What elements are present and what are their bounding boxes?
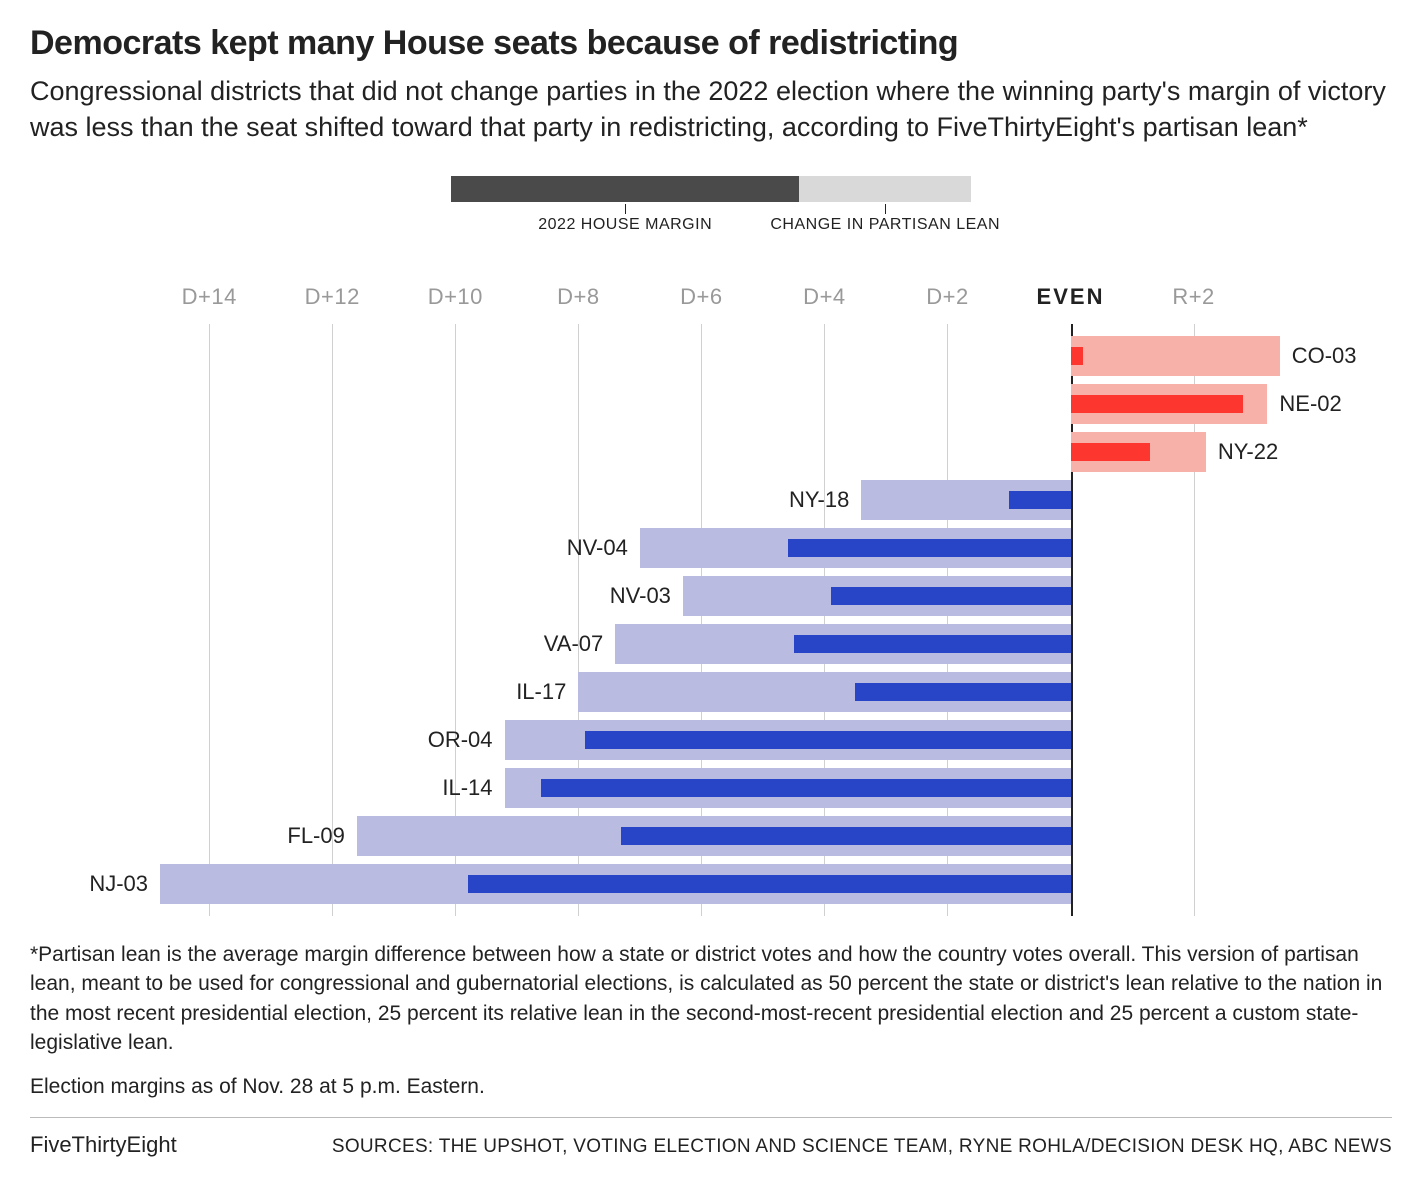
- legend-label-dark: 2022 HOUSE MARGIN: [538, 216, 712, 234]
- row-label: IL-17: [516, 679, 566, 705]
- row-label: NY-18: [789, 487, 849, 513]
- chart-title: Democrats kept many House seats because …: [30, 24, 1392, 63]
- bar-house-margin: [1071, 347, 1083, 365]
- axis-tick-label: D+6: [680, 284, 722, 310]
- bar-house-margin: [855, 683, 1070, 701]
- row-label: NE-02: [1279, 391, 1341, 417]
- legend: 2022 HOUSE MARGIN CHANGE IN PARTISAN LEA…: [30, 176, 1392, 244]
- row-label: NJ-03: [89, 871, 148, 897]
- axis-tick-label: EVEN: [1037, 284, 1105, 310]
- bar-house-margin: [788, 539, 1071, 557]
- row-label: FL-09: [287, 823, 344, 849]
- row-label: NY-22: [1218, 439, 1278, 465]
- bar-house-margin: [468, 875, 1071, 893]
- axis-tick-label: D+12: [305, 284, 360, 310]
- chart-row: OR-04: [160, 720, 1292, 760]
- chart-row: NY-18: [160, 480, 1292, 520]
- axis-tick-label: R+2: [1172, 284, 1214, 310]
- row-label: NV-03: [610, 583, 671, 609]
- chart-row: VA-07: [160, 624, 1292, 664]
- legend-label-light: CHANGE IN PARTISAN LEAN: [770, 216, 1000, 234]
- chart-row: FL-09: [160, 816, 1292, 856]
- bar-house-margin: [794, 635, 1071, 653]
- chart-row: CO-03: [160, 336, 1292, 376]
- chart-row: NV-04: [160, 528, 1292, 568]
- axis-tick-label: D+8: [557, 284, 599, 310]
- bar-house-margin: [621, 827, 1070, 845]
- bar-house-margin: [1071, 443, 1151, 461]
- axis-tick-label: D+14: [182, 284, 237, 310]
- legend-tick-dark: [625, 204, 626, 214]
- chart-row: NJ-03: [160, 864, 1292, 904]
- row-label: VA-07: [544, 631, 604, 657]
- chart-footnote: *Partisan lean is the average margin dif…: [30, 940, 1392, 1058]
- chart-row: IL-17: [160, 672, 1292, 712]
- bar-house-margin: [541, 779, 1070, 797]
- legend-swatch-dark: [451, 176, 799, 202]
- chart-timestamp: Election margins as of Nov. 28 at 5 p.m.…: [30, 1075, 1392, 1099]
- axis-tick-label: D+2: [926, 284, 968, 310]
- row-label: NV-04: [567, 535, 628, 561]
- chart-row: IL-14: [160, 768, 1292, 808]
- brand-name: FiveThirtyEight: [30, 1132, 177, 1158]
- row-label: CO-03: [1292, 343, 1357, 369]
- bar-house-margin: [1009, 491, 1071, 509]
- row-label: OR-04: [428, 727, 493, 753]
- bar-partisan-lean: [1071, 336, 1280, 376]
- chart-plot-area: D+14D+12D+10D+8D+6D+4D+2EVENR+2CO-03NE-0…: [30, 284, 1392, 916]
- chart-row: NV-03: [160, 576, 1292, 616]
- row-label: IL-14: [442, 775, 492, 801]
- axis-tick-label: D+4: [803, 284, 845, 310]
- chart-sources: SOURCES: THE UPSHOT, VOTING ELECTION AND…: [332, 1136, 1392, 1158]
- bar-house-margin: [585, 731, 1071, 749]
- bar-house-margin: [831, 587, 1071, 605]
- bar-house-margin: [1071, 395, 1243, 413]
- chart-row: NY-22: [160, 432, 1292, 472]
- footer-divider: [30, 1117, 1392, 1118]
- chart-row: NE-02: [160, 384, 1292, 424]
- chart-subtitle: Congressional districts that did not cha…: [30, 73, 1392, 146]
- legend-tick-light: [885, 204, 886, 214]
- axis-tick-label: D+10: [428, 284, 483, 310]
